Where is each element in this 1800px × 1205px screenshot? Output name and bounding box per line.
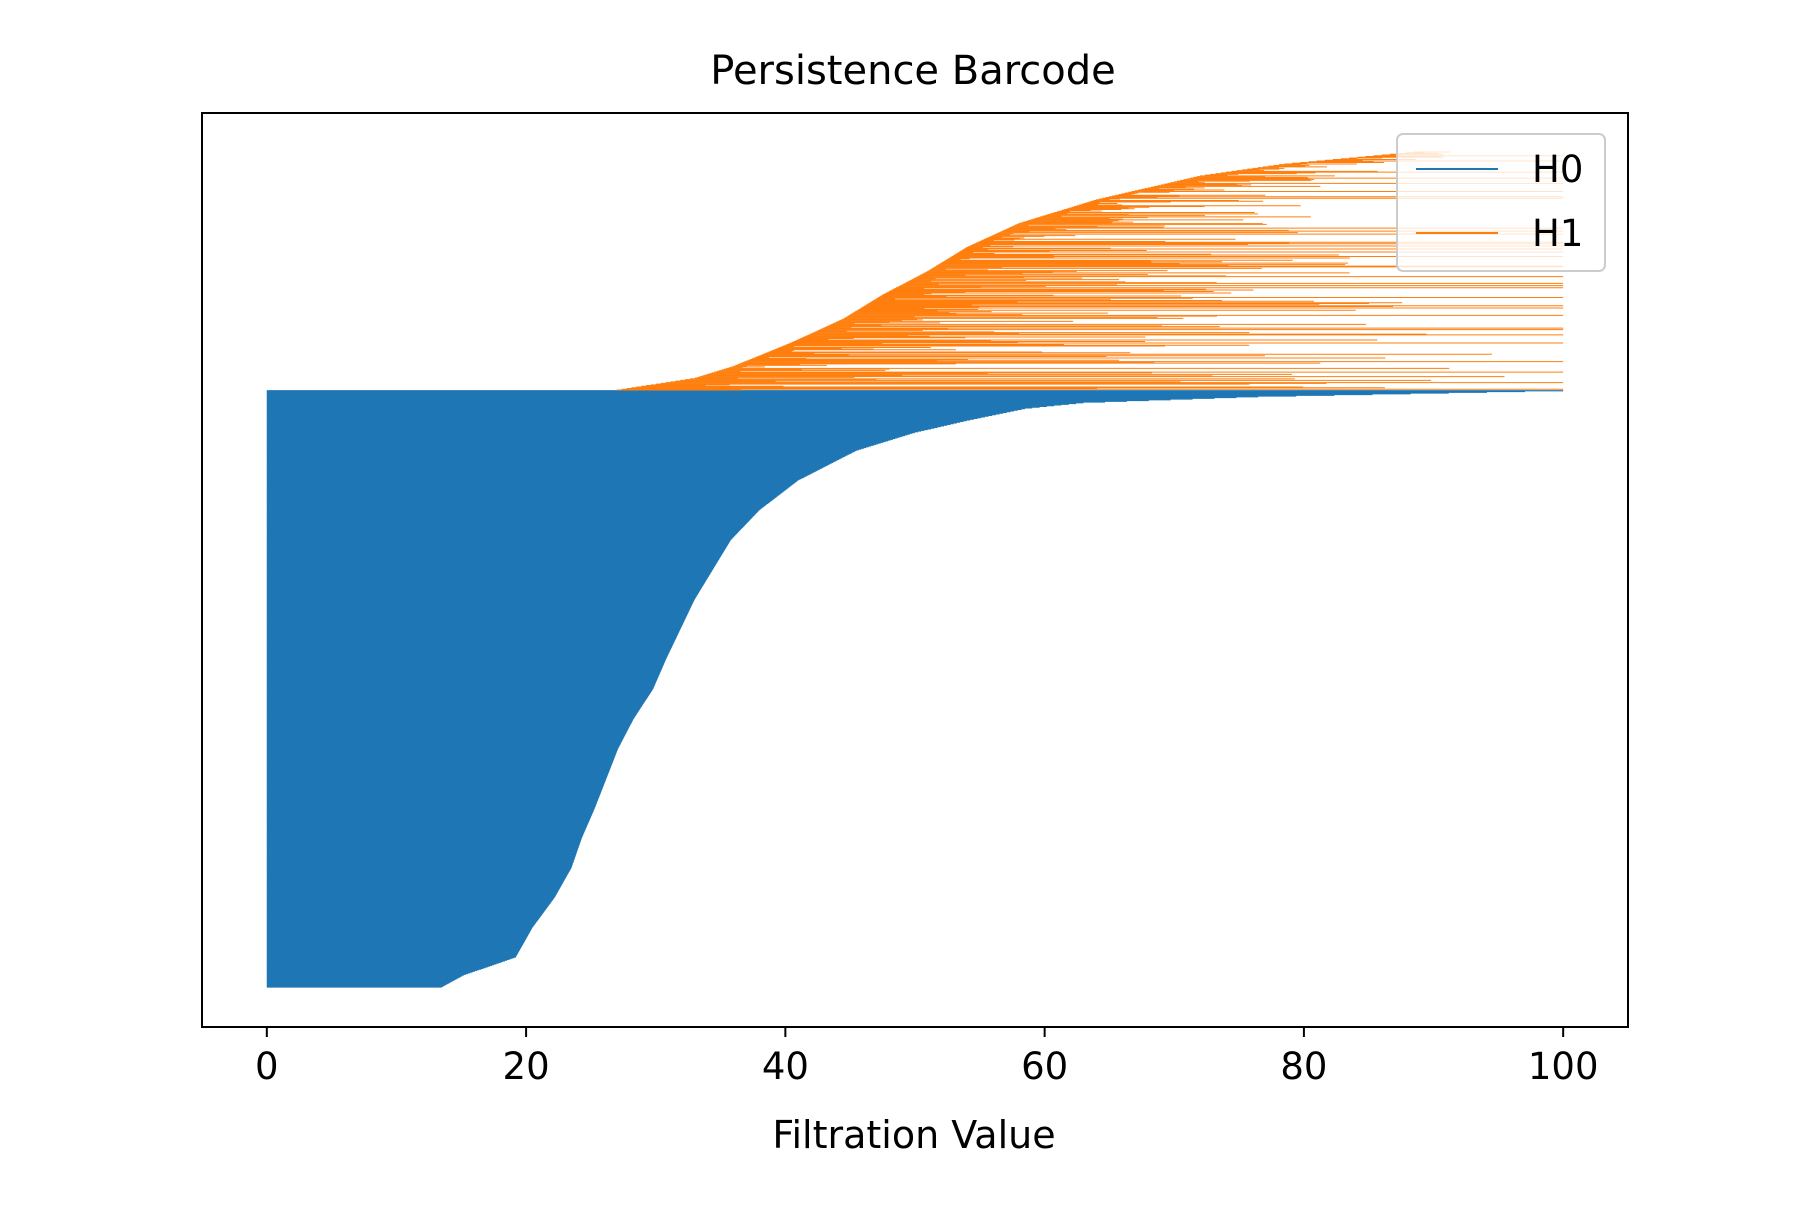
chart-title: Persistence Barcode xyxy=(710,48,1116,94)
h0-bars xyxy=(266,390,1564,988)
x-axis-label: Filtration Value xyxy=(772,1113,1055,1157)
x-tick-label: 100 xyxy=(1528,1045,1599,1088)
x-axis-ticks: 0 20 40 60 80 100 xyxy=(255,1027,1598,1088)
x-tick-label: 20 xyxy=(503,1045,550,1088)
x-tick-label: 0 xyxy=(255,1045,279,1088)
x-tick-label: 40 xyxy=(762,1045,809,1088)
legend-h0-label: H0 xyxy=(1532,148,1583,191)
plot-frame xyxy=(201,112,1629,1028)
legend-h1-label: H1 xyxy=(1532,212,1583,255)
x-tick-label: 60 xyxy=(1021,1045,1068,1088)
x-tick-label: 80 xyxy=(1280,1045,1327,1088)
legend: H0 H1 xyxy=(1396,133,1606,272)
